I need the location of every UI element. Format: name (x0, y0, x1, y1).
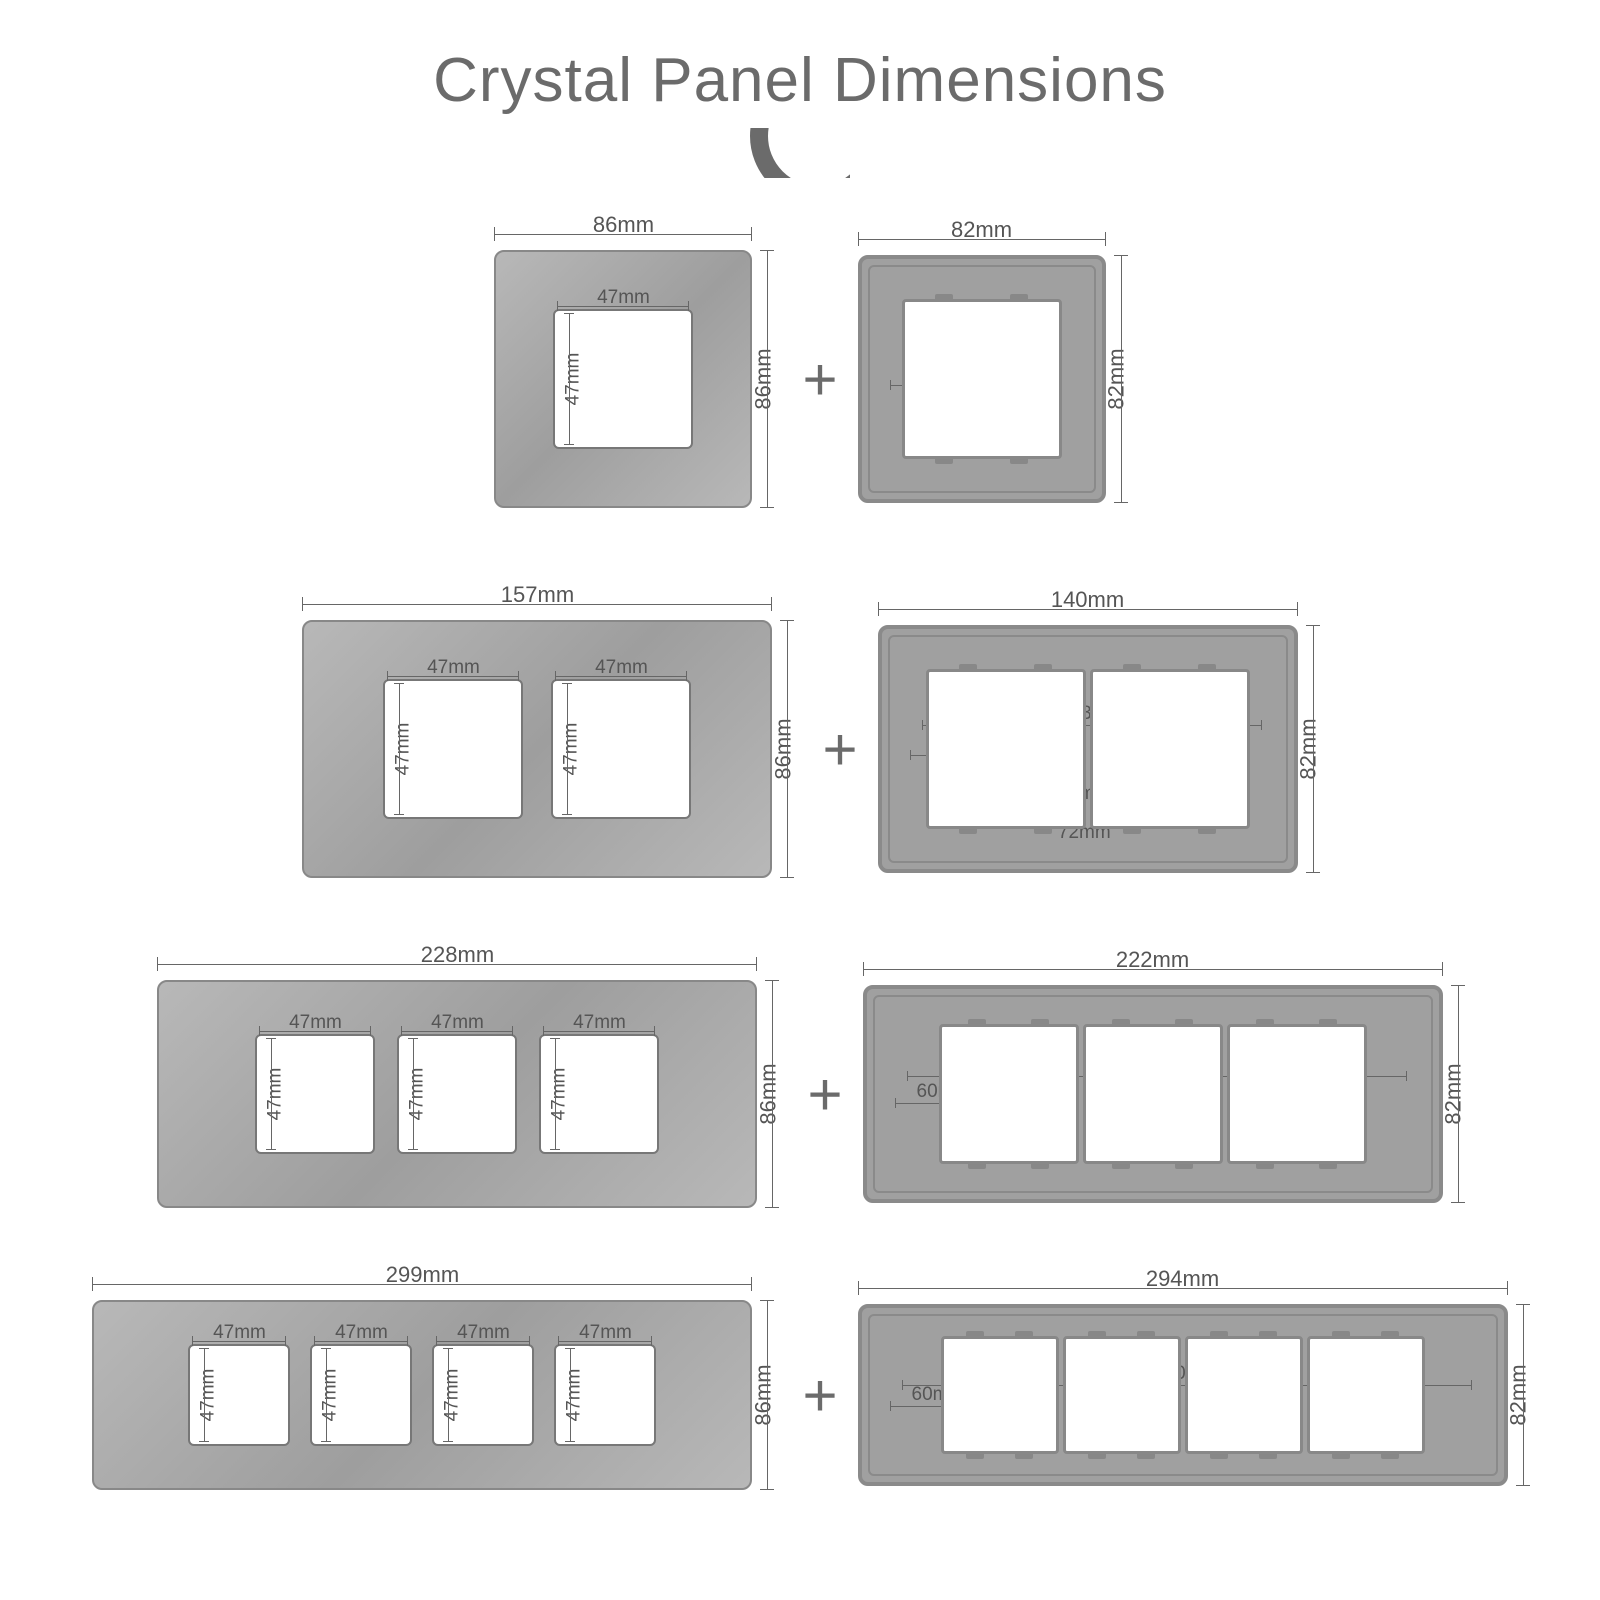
cutout: 47mm47mm (432, 1344, 534, 1446)
bracket-hole (939, 1024, 1079, 1164)
dimension-row: 228mm86mm47mm47mm47mm47mm47mm47mm+222mm8… (0, 980, 1600, 1208)
plus-icon: + (807, 1060, 842, 1129)
front-height-label: 86mm (771, 718, 797, 779)
dimension-row: 157mm86mm47mm47mm47mm47mm+140mm82mm60mm1… (0, 620, 1600, 878)
plus-icon: + (802, 345, 837, 414)
back-bracket: 60mm130mm13mm72mm (878, 625, 1298, 873)
back-bracket-wrap: 140mm82mm60mm130mm13mm72mm (878, 625, 1298, 873)
front-panel-wrap: 228mm86mm47mm47mm47mm47mm47mm47mm (157, 980, 757, 1208)
cutout: 47mm47mm (554, 1344, 656, 1446)
cutout-height-label: 47mm (198, 1369, 220, 1422)
cutout-height-label: 47mm (561, 723, 583, 776)
cutout-height-label: 47mm (549, 1068, 571, 1121)
back-bracket: 60mm270mm (858, 1304, 1508, 1486)
back-height-label: 82mm (1296, 718, 1322, 779)
bracket-hole (1185, 1336, 1303, 1454)
back-bracket: 60mm (858, 255, 1106, 503)
dimension-row: 86mm86mm47mm47mm +82mm82mm60mm (0, 250, 1600, 508)
cutout: 47mm47mm (188, 1344, 290, 1446)
bracket-hole (1090, 669, 1250, 829)
cutout: 47mm47mm (397, 1034, 517, 1154)
cutout-height-label: 47mm (393, 723, 415, 776)
front-panel-wrap: 157mm86mm47mm47mm47mm47mm (302, 620, 772, 878)
cutout-height-label: 47mm (407, 1068, 429, 1121)
front-height-label: 86mm (751, 348, 777, 409)
cutout: 47mm47mm (553, 309, 693, 449)
front-height-label: 86mm (751, 1364, 777, 1425)
dimension-row: 299mm86mm47mm47mm47mm47mm47mm47mm47mm47m… (0, 1300, 1600, 1490)
cutout-height-label: 47mm (564, 1369, 586, 1422)
front-panel: 47mm47mm (494, 250, 752, 508)
back-bracket: 60mm200mm (863, 985, 1443, 1203)
cutout-height-label: 47mm (563, 353, 585, 406)
bracket-hole (1307, 1336, 1425, 1454)
plus-icon: + (802, 1361, 837, 1430)
plus-icon: + (822, 715, 857, 784)
back-height-label: 82mm (1506, 1364, 1532, 1425)
back-height-label: 82mm (1104, 348, 1130, 409)
cutout: 47mm47mm (383, 679, 523, 819)
front-panel: 47mm47mm47mm47mm47mm47mm47mm47mm (92, 1300, 752, 1490)
back-bracket-wrap: 82mm82mm60mm (858, 255, 1106, 503)
bracket-hole (1083, 1024, 1223, 1164)
cutout: 47mm47mm (551, 679, 691, 819)
cutout: 47mm47mm (255, 1034, 375, 1154)
front-height-label: 86mm (756, 1063, 782, 1124)
cutout-height-label: 47mm (320, 1369, 342, 1422)
bracket-hole (941, 1336, 1059, 1454)
back-bracket-wrap: 294mm82mm60mm270mm (858, 1304, 1508, 1486)
cutout-height-label: 47mm (442, 1369, 464, 1422)
cutout: 47mm47mm (539, 1034, 659, 1154)
bracket-hole (1227, 1024, 1367, 1164)
bracket-hole (902, 299, 1062, 459)
cutout-height-label: 47mm (265, 1068, 287, 1121)
cutout: 47mm47mm (310, 1344, 412, 1446)
front-panel-wrap: 86mm86mm47mm47mm (494, 250, 752, 508)
page-title: Crystal Panel Dimensions (433, 45, 1167, 116)
front-panel: 47mm47mm47mm47mm47mm47mm (157, 980, 757, 1208)
bracket-hole (1063, 1336, 1181, 1454)
front-panel-wrap: 299mm86mm47mm47mm47mm47mm47mm47mm47mm47m… (92, 1300, 752, 1490)
back-bracket-wrap: 222mm82mm60mm200mm (863, 985, 1443, 1203)
front-panel: 47mm47mm47mm47mm (302, 620, 772, 878)
back-height-label: 82mm (1441, 1063, 1467, 1124)
title-arc-icon (750, 128, 850, 178)
bracket-hole (926, 669, 1086, 829)
